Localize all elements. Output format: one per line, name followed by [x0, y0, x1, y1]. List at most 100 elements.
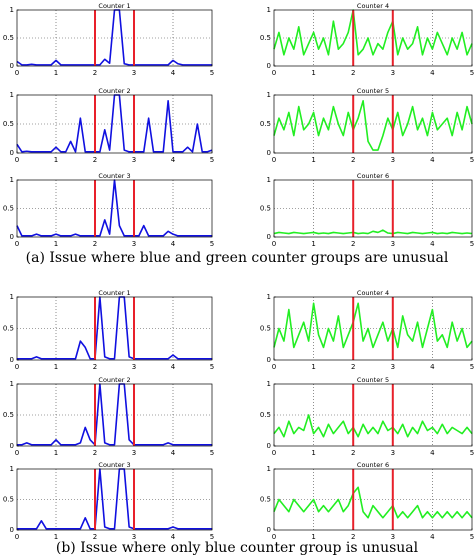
- x-tick-label: 3: [132, 449, 136, 457]
- x-tick-label: 4: [171, 156, 176, 164]
- plot-frame: [16, 9, 213, 67]
- caption: (b) Issue where only blue counter group …: [56, 540, 419, 556]
- chart-title: Counter 5: [357, 376, 389, 384]
- y-tick-label: 0: [10, 526, 14, 534]
- x-tick-label: 0: [272, 69, 276, 77]
- y-tick-label: 0.5: [3, 496, 14, 504]
- x-tick-label: 1: [311, 449, 315, 457]
- x-tick-label: 3: [391, 156, 395, 164]
- y-tick-label: 0.5: [260, 496, 271, 504]
- x-tick-label: 0: [272, 240, 276, 248]
- x-tick-label: 4: [430, 449, 435, 457]
- x-tick-label: 5: [470, 363, 474, 371]
- x-tick-label: 4: [430, 363, 435, 371]
- chart-title: Counter 1: [98, 289, 130, 297]
- y-tick-label: 0.5: [260, 120, 271, 128]
- y-tick-label: 0: [10, 442, 14, 450]
- x-tick-label: 0: [15, 156, 19, 164]
- x-tick-label: 5: [470, 240, 474, 248]
- x-tick-label: 4: [430, 533, 435, 541]
- x-tick-label: 1: [54, 156, 58, 164]
- y-tick-label: 1: [10, 293, 14, 301]
- y-tick-label: 1: [267, 293, 271, 301]
- chart-title: Counter 4: [357, 289, 389, 297]
- data-line: [273, 302, 473, 349]
- x-tick-label: 1: [54, 533, 58, 541]
- x-tick-label: 2: [351, 69, 355, 77]
- y-tick-label: 1: [10, 465, 14, 473]
- y-tick-label: 1: [267, 176, 271, 184]
- y-tick-label: 0: [267, 356, 271, 364]
- x-tick-label: 2: [351, 533, 355, 541]
- chart-title: Counter 1: [98, 2, 130, 10]
- y-tick-label: 0.5: [3, 34, 14, 42]
- data-line: [273, 9, 473, 56]
- x-tick-label: 4: [171, 240, 176, 248]
- x-tick-label: 3: [132, 69, 136, 77]
- y-tick-label: 1: [10, 380, 14, 388]
- data-line: [273, 414, 473, 438]
- chart-title: Counter 3: [98, 461, 130, 469]
- x-tick-label: 5: [470, 69, 474, 77]
- x-tick-label: 0: [15, 363, 19, 371]
- x-tick-label: 2: [93, 69, 97, 77]
- x-tick-label: 5: [210, 156, 214, 164]
- x-tick-label: 4: [171, 533, 176, 541]
- x-tick-label: 2: [351, 449, 355, 457]
- x-tick-label: 1: [311, 363, 315, 371]
- x-tick-label: 1: [54, 240, 58, 248]
- y-tick-label: 0: [267, 62, 271, 70]
- x-tick-label: 1: [54, 69, 58, 77]
- x-tick-label: 0: [272, 533, 276, 541]
- x-tick-label: 3: [391, 69, 395, 77]
- data-line: [273, 229, 473, 235]
- plot-frame: [16, 383, 213, 447]
- y-tick-label: 1: [267, 380, 271, 388]
- x-tick-label: 1: [54, 449, 58, 457]
- x-tick-label: 3: [391, 533, 395, 541]
- y-tick-label: 1: [267, 6, 271, 14]
- y-tick-label: 0: [267, 149, 271, 157]
- x-tick-label: 5: [210, 533, 214, 541]
- x-tick-label: 2: [93, 240, 97, 248]
- x-tick-label: 3: [132, 533, 136, 541]
- x-tick-label: 4: [430, 69, 435, 77]
- x-tick-label: 0: [15, 69, 19, 77]
- x-tick-label: 0: [272, 449, 276, 457]
- y-tick-label: 0.5: [3, 325, 14, 333]
- y-tick-label: 0: [10, 356, 14, 364]
- x-tick-label: 3: [132, 363, 136, 371]
- x-tick-label: 5: [210, 363, 214, 371]
- y-tick-label: 1: [10, 91, 14, 99]
- x-tick-label: 4: [171, 69, 176, 77]
- chart-title: Counter 5: [357, 87, 389, 95]
- data-line: [273, 486, 473, 519]
- chart-title: Counter 2: [98, 87, 130, 95]
- x-tick-label: 0: [272, 156, 276, 164]
- y-tick-label: 0: [267, 442, 271, 450]
- x-tick-label: 1: [311, 240, 315, 248]
- y-tick-label: 0: [10, 62, 14, 70]
- x-tick-label: 2: [351, 240, 355, 248]
- plot-frame: [273, 383, 473, 447]
- y-tick-label: 0.5: [3, 411, 14, 419]
- x-tick-label: 5: [210, 240, 214, 248]
- data-line: [273, 100, 473, 151]
- x-tick-label: 1: [311, 533, 315, 541]
- plot-frame: [16, 468, 213, 531]
- y-tick-label: 0.5: [260, 411, 271, 419]
- x-tick-label: 5: [470, 156, 474, 164]
- caption: (a) Issue where blue and green counter g…: [26, 250, 449, 266]
- y-tick-label: 1: [10, 6, 14, 14]
- plot-frame: [273, 468, 473, 531]
- y-tick-label: 1: [10, 176, 14, 184]
- data-line: [17, 383, 212, 446]
- x-tick-label: 0: [15, 240, 19, 248]
- plot-frame: [16, 94, 213, 154]
- x-tick-label: 3: [132, 156, 136, 164]
- x-tick-label: 4: [171, 363, 176, 371]
- y-tick-label: 0: [267, 233, 271, 241]
- plot-frame: [273, 94, 473, 154]
- x-tick-label: 2: [351, 363, 355, 371]
